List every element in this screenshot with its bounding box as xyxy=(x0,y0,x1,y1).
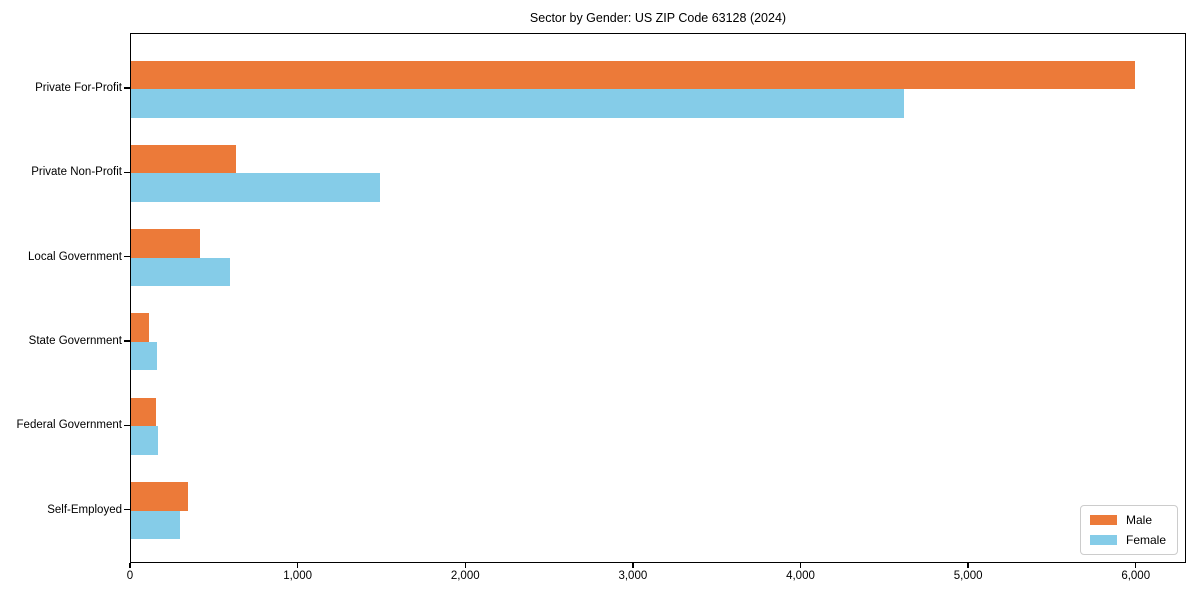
y-tick-mark xyxy=(124,171,130,173)
x-tick-mark xyxy=(129,563,131,568)
y-tick-mark xyxy=(124,87,130,89)
x-tick-mark xyxy=(799,563,802,568)
bar-female-federal-government xyxy=(131,426,158,455)
legend-label-male: Male xyxy=(1125,513,1152,527)
bar-female-private-non-profit xyxy=(131,173,381,202)
bar-male-local-government xyxy=(131,229,201,258)
legend: Male Female xyxy=(1079,505,1178,555)
x-axis-label-3-000: 3,000 xyxy=(618,570,648,582)
y-axis-label-federal-government: Federal Government xyxy=(16,419,122,432)
y-axis-label-private-non-profit: Private Non-Profit xyxy=(31,166,122,179)
x-axis-label-1-000: 1,000 xyxy=(283,570,312,582)
bar-male-private-for-profit xyxy=(131,60,1135,89)
x-axis-label-0: 0 xyxy=(126,570,134,582)
x-axis-label-2-000: 2,000 xyxy=(450,570,480,582)
bar-male-private-non-profit xyxy=(131,144,237,174)
x-axis-label-5-000: 5,000 xyxy=(953,570,983,582)
bar-female-self-employed xyxy=(131,510,181,539)
y-axis-label-local-government: Local Government xyxy=(28,250,122,263)
legend-swatch-male xyxy=(1089,515,1117,525)
bar-male-self-employed xyxy=(131,482,188,511)
bar-female-local-government xyxy=(131,257,230,287)
legend-entry-female: Female xyxy=(1089,533,1166,547)
bar-male-federal-government xyxy=(131,397,157,427)
chart-title: Sector by Gender: US ZIP Code 63128 (202… xyxy=(529,11,787,25)
x-tick-mark xyxy=(464,563,466,568)
y-tick-mark xyxy=(124,424,130,426)
legend-label-female: Female xyxy=(1125,533,1166,547)
y-tick-mark xyxy=(124,256,130,258)
plot-area: Male Female xyxy=(130,33,1186,563)
y-axis-label-private-for-profit: Private For-Profit xyxy=(35,82,122,94)
y-tick-mark xyxy=(124,508,130,511)
x-tick-mark xyxy=(632,563,634,568)
y-axis-label-state-government: State Government xyxy=(28,334,122,347)
legend-entry-male: Male xyxy=(1089,513,1166,527)
y-axis-label-self-employed: Self-Employed xyxy=(47,503,122,516)
x-tick-mark xyxy=(967,563,969,568)
legend-swatch-female xyxy=(1089,535,1117,545)
x-tick-mark xyxy=(1135,563,1137,568)
x-axis-label-6-000: 6,000 xyxy=(1121,570,1151,582)
bar-female-state-government xyxy=(131,341,157,371)
x-tick-mark xyxy=(297,563,299,568)
x-axis-label-4-000: 4,000 xyxy=(786,570,815,582)
bar-male-state-government xyxy=(131,313,149,342)
y-tick-mark xyxy=(124,340,130,342)
bar-female-private-for-profit xyxy=(131,89,904,118)
